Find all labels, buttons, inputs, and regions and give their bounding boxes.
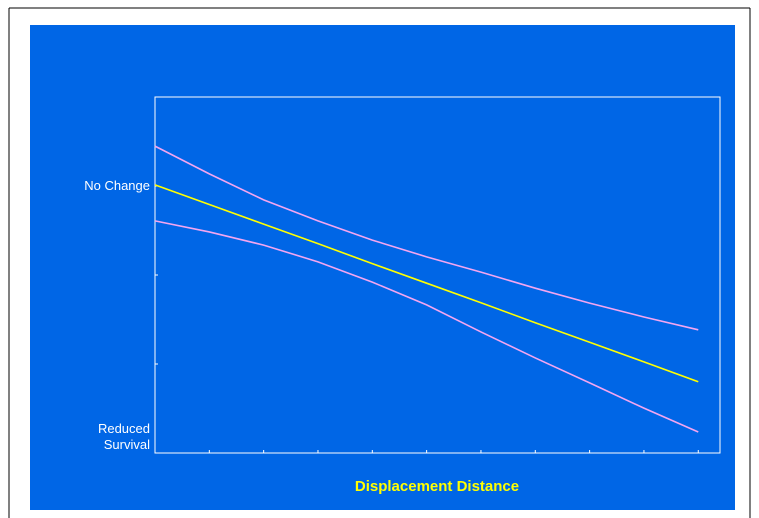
line	[154, 220, 699, 433]
line	[154, 145, 699, 331]
y-tick-label: No Change	[84, 178, 150, 193]
line	[154, 184, 699, 383]
y-tick-label: Reduced Survival	[97, 421, 150, 452]
x-axis-label: Displacement Distance	[355, 478, 519, 495]
